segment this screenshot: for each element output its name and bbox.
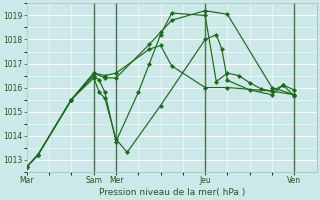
X-axis label: Pression niveau de la mer( hPa ): Pression niveau de la mer( hPa ) bbox=[99, 188, 245, 197]
